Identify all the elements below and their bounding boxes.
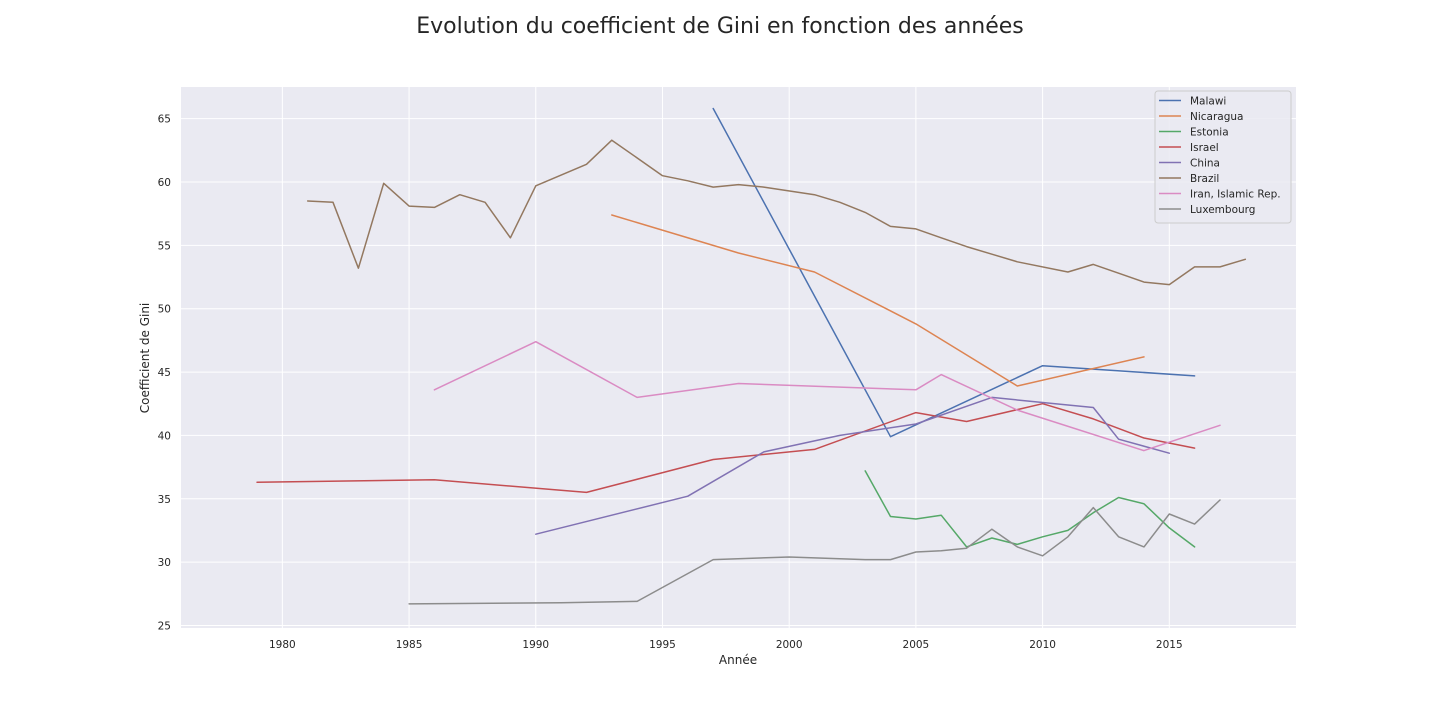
- x-tick-label: 1985: [396, 639, 423, 651]
- legend-entry-malawi: Malawi: [1190, 95, 1226, 107]
- y-axis-label: Coefficient de Gini: [138, 303, 152, 414]
- y-tick-label: 30: [158, 557, 171, 569]
- y-tick-label: 45: [158, 367, 171, 379]
- series-line-nicaragua: [611, 214, 1145, 387]
- x-tick-label: 2005: [903, 639, 930, 651]
- x-tick-label: 2010: [1029, 639, 1056, 651]
- series-line-estonia: [864, 470, 1196, 548]
- series-line-iran-islamic-rep: [433, 340, 1221, 452]
- chart-title: Evolution du coefficient de Gini en fonc…: [416, 14, 1024, 39]
- legend: Malawi Nicaragua Estonia Israel China Brazil I…: [1154, 90, 1292, 224]
- x-tick-label: 2015: [1156, 639, 1183, 651]
- y-tick-labels: 25 30 35 40 45 50 55 60 65: [158, 114, 171, 633]
- series-line-malawi: [712, 107, 1196, 438]
- y-tick-label: 35: [158, 494, 171, 506]
- legend-entry-brazil: Brazil: [1190, 173, 1219, 185]
- x-axis-label: Année: [719, 653, 757, 667]
- legend-box: [1154, 90, 1292, 224]
- vertical-gridlines: [281, 87, 1170, 628]
- x-tick-labels: 1980 1985 1990 1995 2000 2005 2010 2015: [269, 639, 1183, 651]
- series-line-israel: [256, 402, 1196, 494]
- x-tick-label: 2000: [776, 639, 803, 651]
- legend-entry-israel: Israel: [1190, 142, 1219, 154]
- series-line-luxembourg: [408, 499, 1221, 605]
- y-tick-label: 65: [158, 114, 171, 126]
- series-line-china: [535, 396, 1171, 535]
- plot-area: [181, 87, 1296, 628]
- x-tick-label: 1980: [269, 639, 296, 651]
- y-tick-label: 55: [158, 240, 171, 252]
- series-line-brazil: [306, 139, 1247, 286]
- x-tick-label: 1990: [522, 639, 549, 651]
- x-tick-label: 1995: [649, 639, 676, 651]
- legend-entry-luxembourg: Luxembourg: [1190, 204, 1255, 216]
- y-tick-label: 60: [158, 177, 171, 189]
- series-layer: [256, 107, 1247, 605]
- legend-entry-nicaragua: Nicaragua: [1190, 111, 1243, 123]
- y-tick-label: 50: [158, 304, 171, 316]
- legend-entry-iran-islamic-rep: Iran, Islamic Rep.: [1190, 188, 1281, 200]
- y-tick-label: 40: [158, 430, 171, 442]
- horizontal-gridlines: [181, 118, 1296, 626]
- legend-entry-china: China: [1190, 157, 1220, 169]
- legend-entry-estonia: Estonia: [1190, 126, 1229, 138]
- y-tick-label: 25: [158, 620, 171, 632]
